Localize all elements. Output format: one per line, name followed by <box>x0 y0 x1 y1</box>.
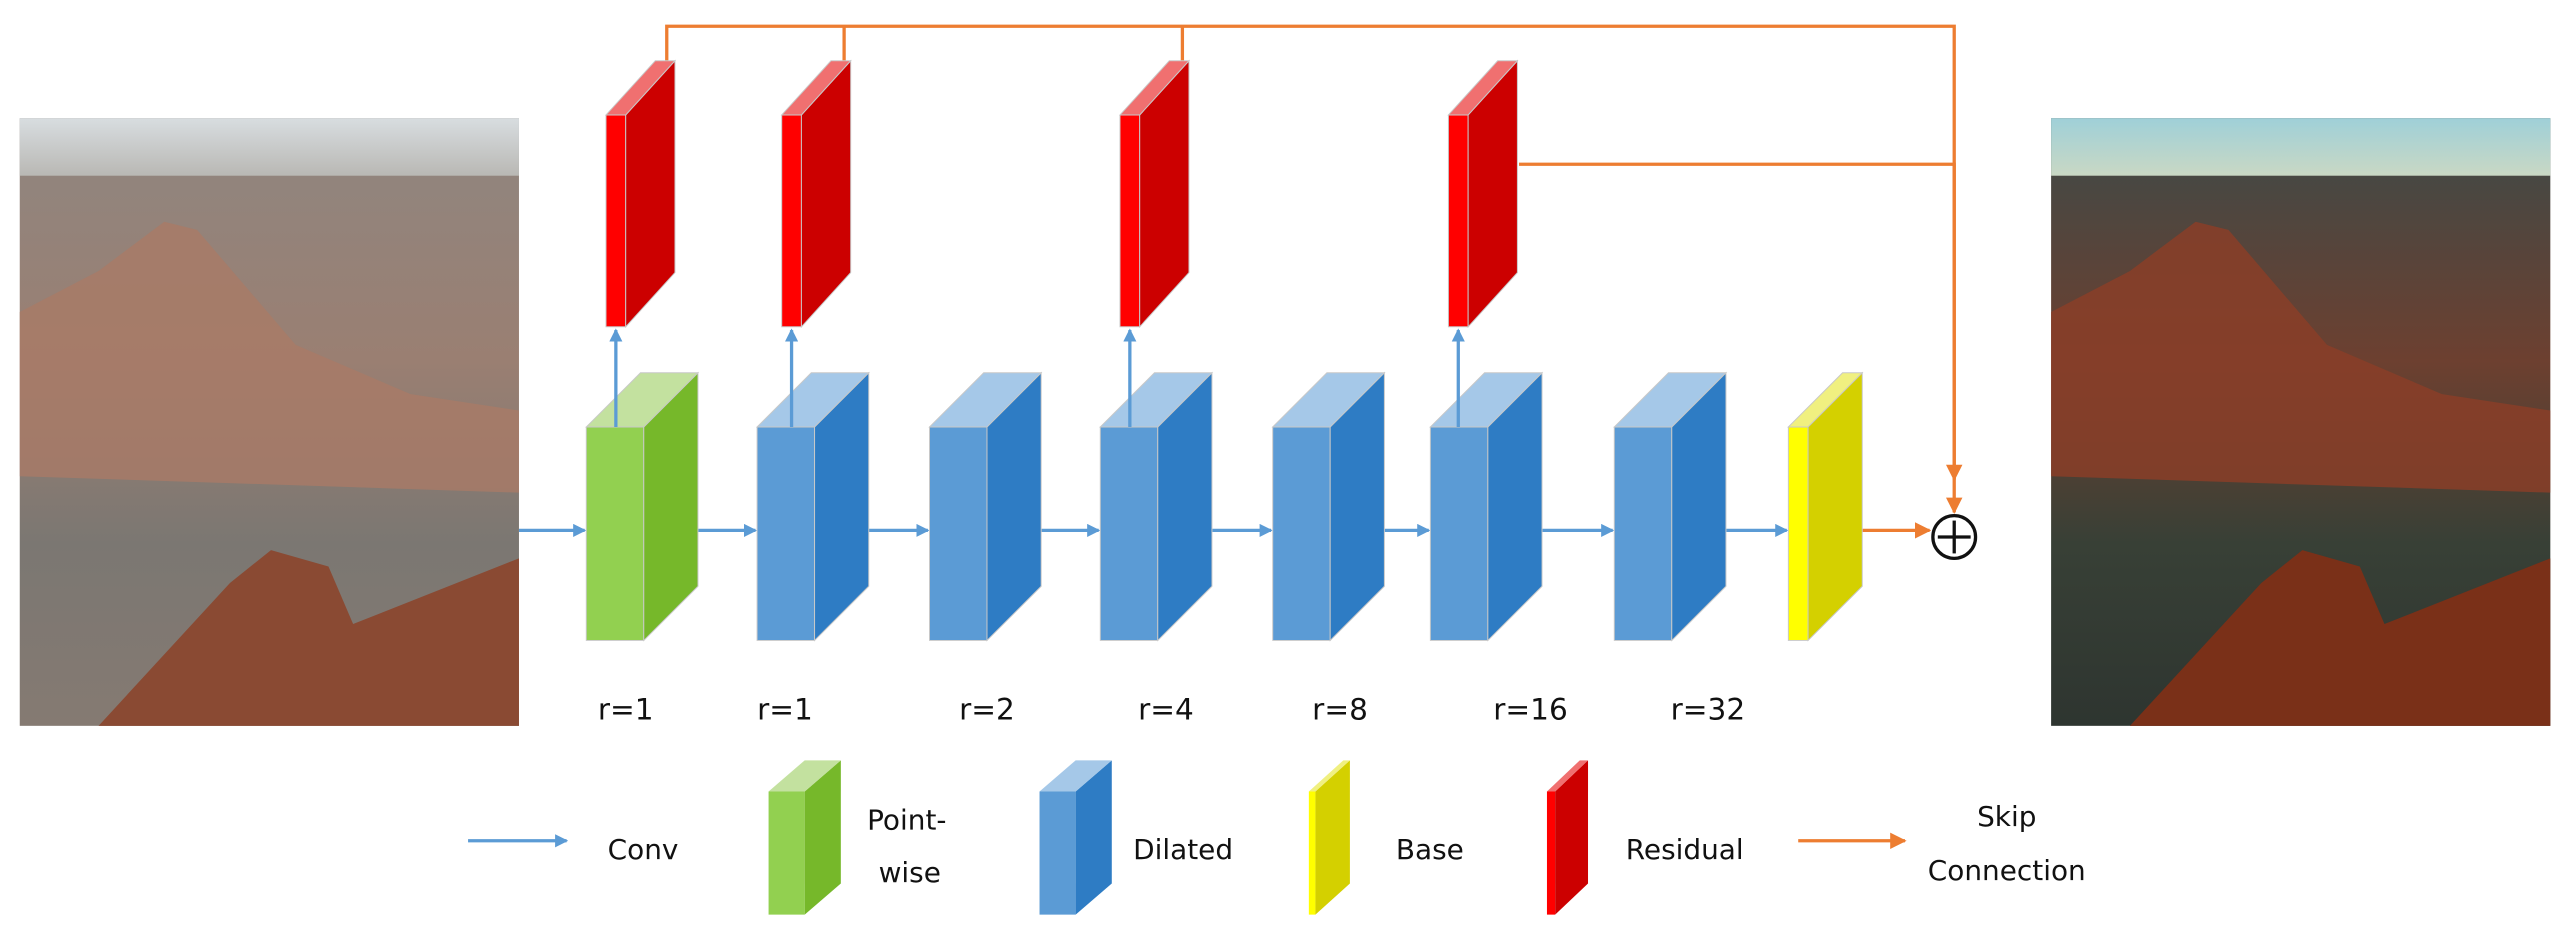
base-block <box>1787 371 1864 642</box>
residual-block <box>604 59 677 329</box>
legend-pointwise: wise <box>879 856 941 889</box>
dilation-label: r=8 <box>1312 692 1368 726</box>
legend-skip: Connection <box>1928 854 2086 887</box>
dilation-label: r=1 <box>598 692 654 726</box>
sum-node <box>1931 513 1978 560</box>
dilated-block <box>928 371 1043 642</box>
legend-base: Base <box>1396 833 1464 866</box>
input-image <box>19 118 519 726</box>
base-block-icon <box>1308 760 1350 915</box>
dilation-label: r=32 <box>1671 692 1746 726</box>
pointwise-block <box>585 371 700 642</box>
dilated-block-icon <box>1039 760 1112 915</box>
dilated-block <box>755 371 870 642</box>
dilation-label: r=16 <box>1493 692 1568 726</box>
legend-dilated: Dilated <box>1133 833 1233 866</box>
dilated-block <box>1271 371 1386 642</box>
dilated-block <box>1099 371 1214 642</box>
legend-conv: Conv <box>608 833 679 866</box>
pointwise-block-icon <box>768 760 841 915</box>
output-image <box>2051 118 2551 726</box>
residual-block <box>1118 59 1191 329</box>
dilation-label: r=4 <box>1138 692 1194 726</box>
legend-skip: Skip <box>1977 800 2036 833</box>
dilation-label: r=1 <box>757 692 813 726</box>
dilated-block <box>1429 371 1544 642</box>
legend-pointwise: Point- <box>867 803 946 836</box>
dilation-labels: r=1 r=1 r=2 r=4 r=8 r=16 r=32 <box>598 692 1745 726</box>
residual-block <box>1447 59 1519 329</box>
dilation-label: r=2 <box>959 692 1015 726</box>
residual-block-icon <box>1546 760 1589 915</box>
legend-residual: Residual <box>1626 833 1744 866</box>
dilated-block <box>1613 371 1728 642</box>
legend: Conv Point- wise Dilated Base Residual S… <box>468 760 2086 915</box>
residual-block <box>780 59 852 329</box>
